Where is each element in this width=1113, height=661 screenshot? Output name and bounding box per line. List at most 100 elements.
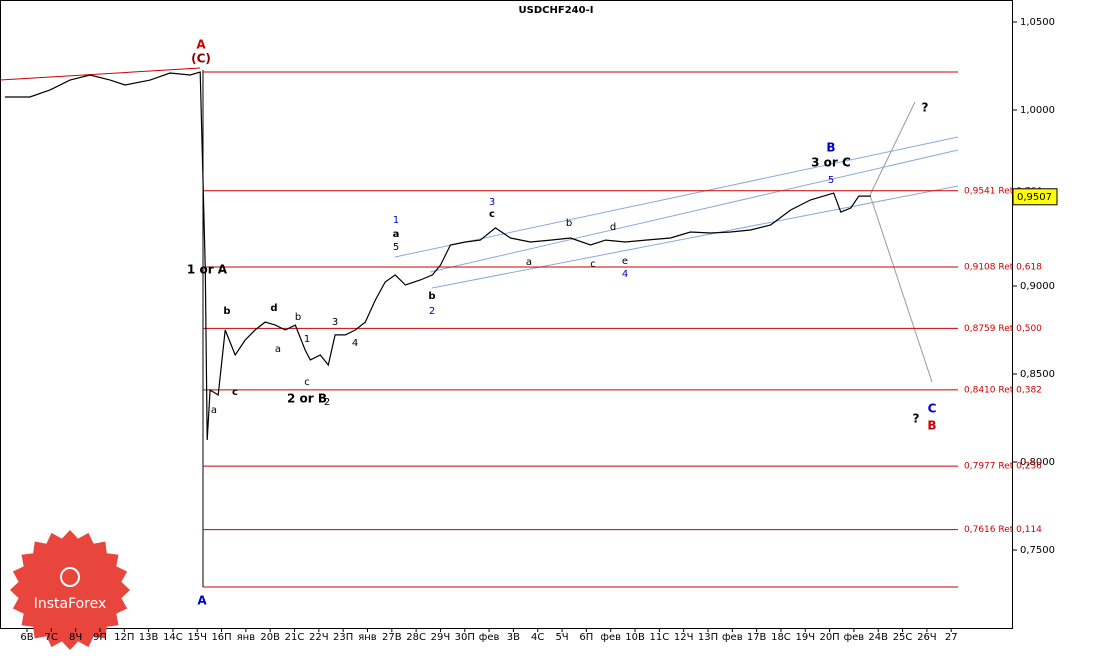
x-tick-label: 20В (260, 632, 280, 643)
trend-line (0, 67, 201, 81)
x-tick-label: 13П (698, 632, 718, 643)
x-tick-label: фев (844, 632, 865, 643)
y-tick-label: 1,0000 (1020, 105, 1055, 116)
wave-label: a (526, 257, 532, 268)
x-tick-label: 6П (579, 632, 593, 643)
channel-line (429, 149, 959, 273)
retracement-label: 0,9108 Ret 0,618 (964, 263, 1042, 273)
projection-line (869, 194, 933, 383)
wave-label: 1 (393, 215, 399, 226)
wave-label: A (196, 38, 206, 52)
wave-label: d (610, 222, 616, 233)
wave-label: 1 (304, 334, 310, 345)
wave-label: A (197, 594, 207, 608)
retracement-label: 0,8410 Ret 0,382 (964, 385, 1042, 395)
retracement-label: 0,9541 Ret 0,764 (964, 186, 1042, 196)
wave-label: c (232, 387, 238, 398)
wave-label: ? (922, 101, 929, 115)
x-tick-label: 24В (868, 632, 888, 643)
x-tick-label: 9П (93, 632, 107, 643)
wave-label: 2 or B (287, 392, 327, 406)
x-tick-label: 6В (20, 632, 33, 643)
x-tick-label: 18С (771, 632, 791, 643)
x-tick-label: 27 (945, 632, 958, 643)
wave-label: 3 (489, 197, 495, 208)
retracement-label: 0,8759 Ret 0,500 (964, 324, 1042, 334)
wave-label: 1 or A (187, 263, 228, 277)
wave-label: b (295, 312, 301, 323)
x-tick-label: 27В (382, 632, 402, 643)
x-tick-label: 7С (45, 632, 58, 643)
wave-label: b (566, 218, 572, 229)
x-tick-label: 26Ч (917, 632, 937, 643)
x-tick-label: 13В (139, 632, 159, 643)
retracement-label: 0,7977 Ret 0,236 (964, 462, 1042, 472)
wave-label: b (223, 306, 230, 317)
x-tick-label: 15Ч (187, 632, 207, 643)
last-price-label: 0,9507 (1017, 192, 1052, 203)
logo: InstaForex (10, 530, 130, 650)
wave-label: 2 (324, 397, 330, 408)
wave-label: e (622, 256, 628, 267)
last-price-box (1012, 188, 1058, 206)
x-tick-label: 4С (531, 632, 544, 643)
x-tick-label: фев (600, 632, 621, 643)
wave-label: 2 (429, 306, 435, 317)
y-tick-label: 0,9000 (1020, 281, 1055, 292)
plot-frame (0, 0, 1013, 629)
x-tick-label: 25С (893, 632, 913, 643)
wave-label: (C) (191, 52, 211, 66)
x-tick-label: 28С (406, 632, 426, 643)
channel-line (394, 136, 959, 258)
x-tick-label: 16П (211, 632, 231, 643)
wave-label: 5 (393, 242, 399, 253)
x-tick-label: 21С (285, 632, 305, 643)
y-tick-label: 0,8500 (1020, 369, 1055, 380)
retracement-label: 0,7616 Ret 0,114 (964, 525, 1042, 535)
chart-title: USDCHF240-I (519, 5, 594, 16)
wave-label: d (270, 303, 277, 314)
wave-label: ? (913, 412, 920, 426)
channel-line (431, 185, 959, 289)
y-tick-label: 0,8000 (1020, 457, 1055, 468)
logo-icon (60, 567, 80, 587)
wave-label: c (304, 377, 310, 388)
wave-label: 5 (828, 175, 834, 186)
x-tick-label: 12П (114, 632, 134, 643)
wave-label: B (826, 141, 835, 155)
x-tick-label: янв (358, 632, 377, 643)
wave-label: 4 (352, 338, 358, 349)
projection-line (869, 101, 916, 196)
wave-label: a (393, 229, 400, 240)
wave-label: b (428, 291, 435, 302)
x-tick-label: 14С (163, 632, 183, 643)
x-tick-label: 19Ч (795, 632, 815, 643)
x-tick-label: 12Ч (674, 632, 694, 643)
wave-label: C (928, 402, 937, 416)
x-tick-label: 22Ч (309, 632, 329, 643)
x-tick-label: 5Ч (555, 632, 568, 643)
x-tick-label: 23П (333, 632, 353, 643)
wave-label: 3 (332, 317, 338, 328)
wave-label: B (927, 419, 936, 433)
x-tick-label: 29Ч (431, 632, 451, 643)
wave-label: 4 (622, 269, 628, 280)
x-tick-label: 10В (625, 632, 645, 643)
wave-label: a (275, 344, 281, 355)
wave-label: c (590, 259, 596, 270)
logo-badge (10, 530, 130, 650)
y-tick-label: 1,0500 (1020, 17, 1055, 28)
price-line (4, 71, 871, 441)
x-tick-label: 11С (649, 632, 669, 643)
logo-text: InstaForex (34, 596, 107, 612)
x-tick-label: 8Ч (69, 632, 82, 643)
y-tick-label: 0,7500 (1020, 545, 1055, 556)
x-tick-label: 17В (747, 632, 767, 643)
x-tick-label: фев (479, 632, 500, 643)
x-tick-label: 3В (507, 632, 520, 643)
wave-label: c (489, 209, 495, 220)
x-tick-label: 20П (819, 632, 839, 643)
x-tick-label: янв (237, 632, 256, 643)
